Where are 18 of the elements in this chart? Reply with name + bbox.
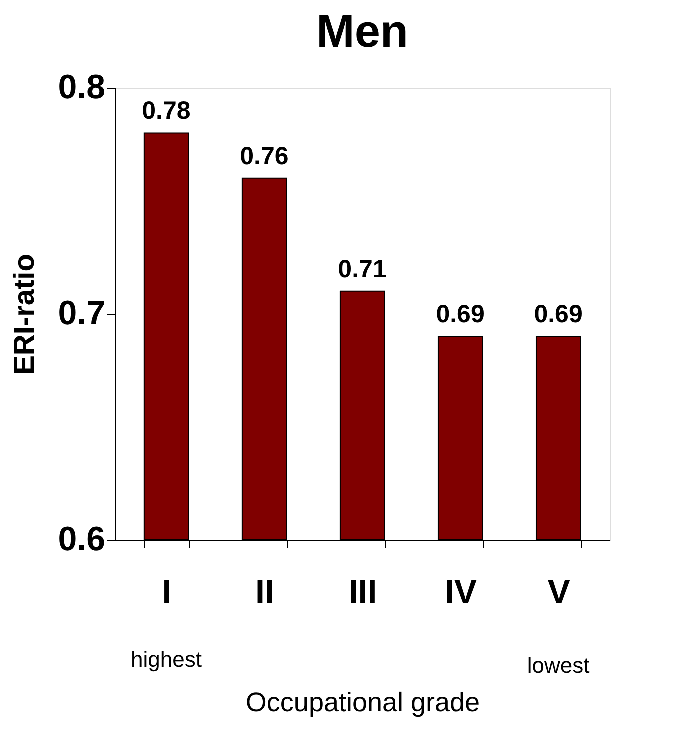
x-axis-title: Occupational grade xyxy=(246,688,480,718)
y-tick-label: 0.7 xyxy=(58,294,106,332)
x-tick-label: IV xyxy=(444,574,478,612)
data-label: 0.69 xyxy=(436,300,485,329)
y-tick-label: 0.6 xyxy=(58,520,106,558)
text: lowest xyxy=(527,653,590,678)
data-label: 0.76 xyxy=(240,142,289,170)
data-label: 0.71 xyxy=(338,255,387,284)
x-tick-label: I xyxy=(162,574,172,612)
text: highest xyxy=(130,647,202,672)
y-tick-label: 0.8 xyxy=(58,68,106,106)
x-tick-label: III xyxy=(348,574,378,612)
chart-title: Men xyxy=(316,5,408,57)
data-label: 0.69 xyxy=(534,300,583,329)
y-axis-title: ERI-ratio xyxy=(9,254,42,375)
x-tick-label: II xyxy=(256,574,274,612)
data-label: 0.78 xyxy=(142,97,191,126)
x-tick-label: V xyxy=(548,574,571,612)
